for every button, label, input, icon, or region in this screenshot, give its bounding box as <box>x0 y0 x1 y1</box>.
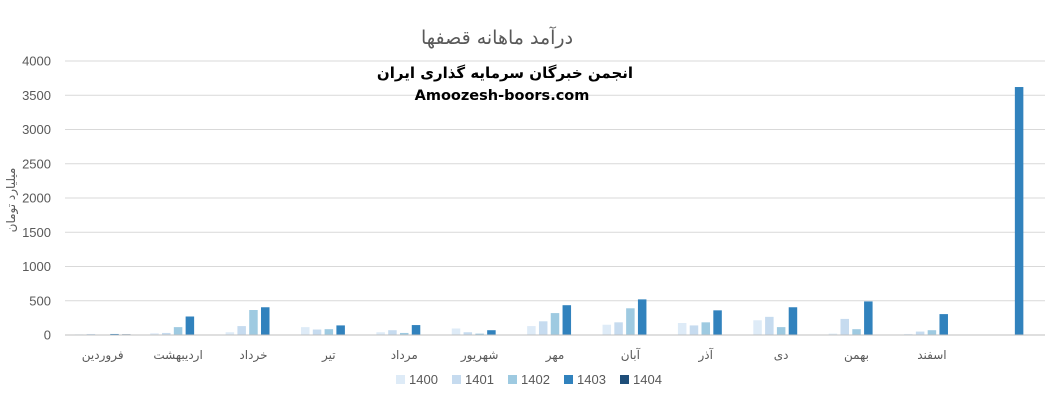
bar <box>312 329 322 335</box>
bar <box>300 327 310 335</box>
bar <box>162 332 171 335</box>
bar <box>388 330 397 335</box>
bar <box>562 305 572 335</box>
legend-label: 1403 <box>577 372 606 387</box>
bar <box>677 323 687 335</box>
bar <box>939 314 948 335</box>
x-tick-label: فروردین <box>82 348 124 363</box>
y-tick-label: 500 <box>29 293 51 308</box>
gridlines <box>65 60 1045 302</box>
x-tick-label: بهمن <box>844 348 869 363</box>
bar <box>927 330 937 335</box>
x-tick-label: آذر <box>698 347 714 363</box>
x-axis-labels: فروردین اردیبهشت خرداد تیر مرداد شهریور مهر آبا… <box>82 347 947 363</box>
watermark-line-2: Amoozesh-boors.com <box>415 88 590 104</box>
bar <box>451 328 461 335</box>
bar <box>463 332 473 335</box>
bar <box>904 333 913 335</box>
watermark-line-1: انجمن خبرگان سرمایه گذاری ایران <box>377 64 633 82</box>
bar <box>261 307 270 335</box>
x-tick-label: دی <box>774 348 789 362</box>
legend-swatch <box>564 375 573 384</box>
x-tick-label: اسفند <box>917 348 946 362</box>
y-tick-label: 2500 <box>22 156 51 171</box>
y-tick-label: 3500 <box>22 88 51 103</box>
bar <box>150 333 159 335</box>
bar <box>376 332 385 335</box>
bars <box>74 87 1024 335</box>
legend-label: 1401 <box>465 372 494 387</box>
bar <box>324 329 334 335</box>
bar <box>852 329 861 335</box>
bar <box>915 331 925 335</box>
y-tick-label: 4000 <box>22 54 51 69</box>
bar <box>840 318 849 335</box>
bar <box>753 320 762 335</box>
x-tick-label: مرداد <box>391 348 418 363</box>
bar <box>689 325 699 335</box>
bar <box>538 321 548 335</box>
bar <box>626 308 635 335</box>
bar <box>173 327 183 335</box>
bar <box>864 301 873 335</box>
bar <box>550 313 560 335</box>
bar <box>110 333 119 335</box>
bar <box>487 330 496 335</box>
bar <box>249 309 258 335</box>
legend-swatch <box>396 375 405 384</box>
bar <box>614 322 623 335</box>
legend-swatch <box>452 375 461 384</box>
legend-label: 1404 <box>633 372 662 387</box>
bar <box>788 307 798 335</box>
bar <box>225 332 235 335</box>
legend-label: 1402 <box>521 372 550 387</box>
legend-swatch <box>508 375 517 384</box>
legend: 1400 1401 1402 1403 1404 <box>396 372 662 387</box>
x-tick-label: خرداد <box>239 348 267 363</box>
bar <box>411 325 421 335</box>
bar <box>399 332 409 335</box>
legend-swatch <box>620 375 629 384</box>
bar <box>336 325 345 335</box>
bar <box>828 333 838 335</box>
y-tick-label: 0 <box>44 328 51 343</box>
x-tick-label: تیر <box>321 348 336 363</box>
chart-title: درآمد ماهانه قصفها <box>421 25 573 49</box>
bar <box>765 316 774 335</box>
x-tick-label: شهریور <box>460 348 499 363</box>
bar <box>701 322 711 335</box>
bar <box>776 327 786 335</box>
x-tick-label: اردیبهشت <box>153 348 202 363</box>
bar <box>637 299 647 335</box>
y-tick-label: 2000 <box>22 191 51 206</box>
y-axis-label: میلیارد تومان <box>4 168 19 233</box>
bar <box>475 333 484 335</box>
bar <box>602 324 612 335</box>
bar <box>185 316 195 335</box>
legend-label: 1400 <box>409 372 438 387</box>
y-tick-label: 3000 <box>22 122 51 137</box>
bar <box>527 326 536 335</box>
x-tick-label: آبان <box>621 347 641 362</box>
bar <box>713 310 722 335</box>
bar <box>86 333 96 335</box>
bar <box>1014 87 1024 335</box>
y-tick-label: 1000 <box>22 259 51 274</box>
x-tick-label: مهر <box>545 348 565 363</box>
y-tick-label: 1500 <box>22 225 51 240</box>
bar <box>237 326 246 335</box>
y-axis-ticks: 0 500 1000 1500 2000 2500 3000 3500 4000 <box>22 54 51 343</box>
